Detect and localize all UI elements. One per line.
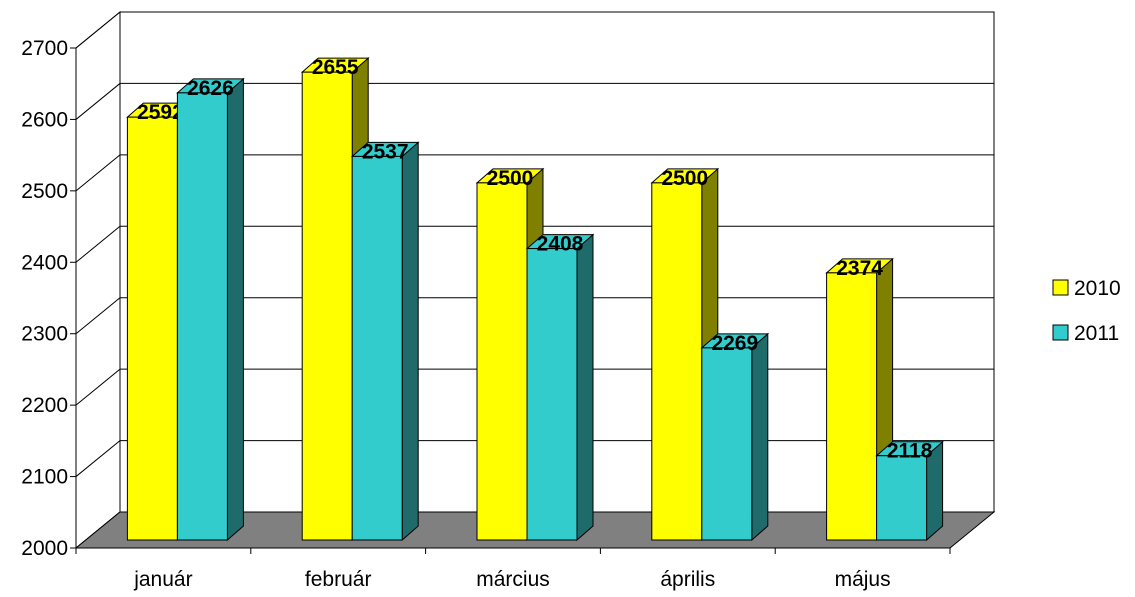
- legend-label: 2010: [1074, 277, 1121, 300]
- bar-front: [176, 92, 228, 541]
- bar-front: [526, 248, 578, 541]
- data-label: 2118: [887, 440, 933, 463]
- data-label: 2655: [312, 56, 359, 79]
- bar: [525, 233, 595, 542]
- legend-swatch: [1052, 324, 1069, 341]
- bar-front: [876, 455, 928, 541]
- legend-item: 2010: [1052, 277, 1121, 300]
- y-axis: 2000 2100 2200 2300 2400 2500 2600 2700: [21, 37, 77, 560]
- bar-side: [401, 141, 419, 542]
- bar: [700, 332, 770, 542]
- bar-front: [301, 71, 353, 541]
- legend-swatch: [1052, 279, 1069, 296]
- bar: [350, 141, 420, 542]
- data-label: 2500: [487, 167, 534, 190]
- x-tick-label: február: [305, 568, 372, 591]
- legend-item: 2011: [1052, 322, 1119, 345]
- bar-front: [826, 272, 878, 541]
- x-tick-label: március: [476, 568, 550, 591]
- bar-front: [701, 347, 753, 541]
- y-tick-label: 2600: [21, 108, 68, 131]
- y-tick-label: 2100: [21, 466, 68, 489]
- bar-front: [126, 116, 178, 541]
- bar-front: [476, 182, 528, 541]
- y-tick-label: 2500: [21, 180, 68, 203]
- legend-label: 2011: [1074, 322, 1119, 345]
- data-label: 2500: [661, 167, 708, 190]
- x-tick-label: január: [133, 568, 192, 591]
- gridline: [75, 82, 994, 120]
- y-tick-label: 2300: [21, 323, 68, 346]
- data-label: 2626: [187, 77, 234, 100]
- data-label: 2408: [537, 233, 584, 256]
- bar: [176, 77, 245, 542]
- bar-side: [751, 332, 769, 542]
- bar: [875, 440, 944, 542]
- bar-front: [351, 155, 403, 541]
- y-tick-label: 2400: [21, 251, 68, 274]
- x-tick-label: április: [660, 568, 715, 591]
- data-label: 2374: [836, 257, 883, 280]
- x-axis: január február március április május: [75, 547, 951, 591]
- side-wall: [75, 10, 121, 550]
- data-label: 2537: [362, 140, 409, 163]
- y-tick-label: 2700: [21, 37, 68, 60]
- gridline: [75, 154, 994, 192]
- bar-side: [576, 233, 594, 542]
- legend: 2010 2011: [1052, 277, 1121, 345]
- data-label: 2592: [137, 101, 184, 124]
- bar-side: [226, 77, 244, 542]
- y-tick-label: 2200: [21, 394, 68, 417]
- gridline: [75, 11, 994, 49]
- x-tick-label: május: [835, 568, 891, 591]
- bar-front: [651, 182, 703, 541]
- y-tick-label: 2000: [21, 537, 68, 560]
- data-label: 2269: [711, 332, 758, 355]
